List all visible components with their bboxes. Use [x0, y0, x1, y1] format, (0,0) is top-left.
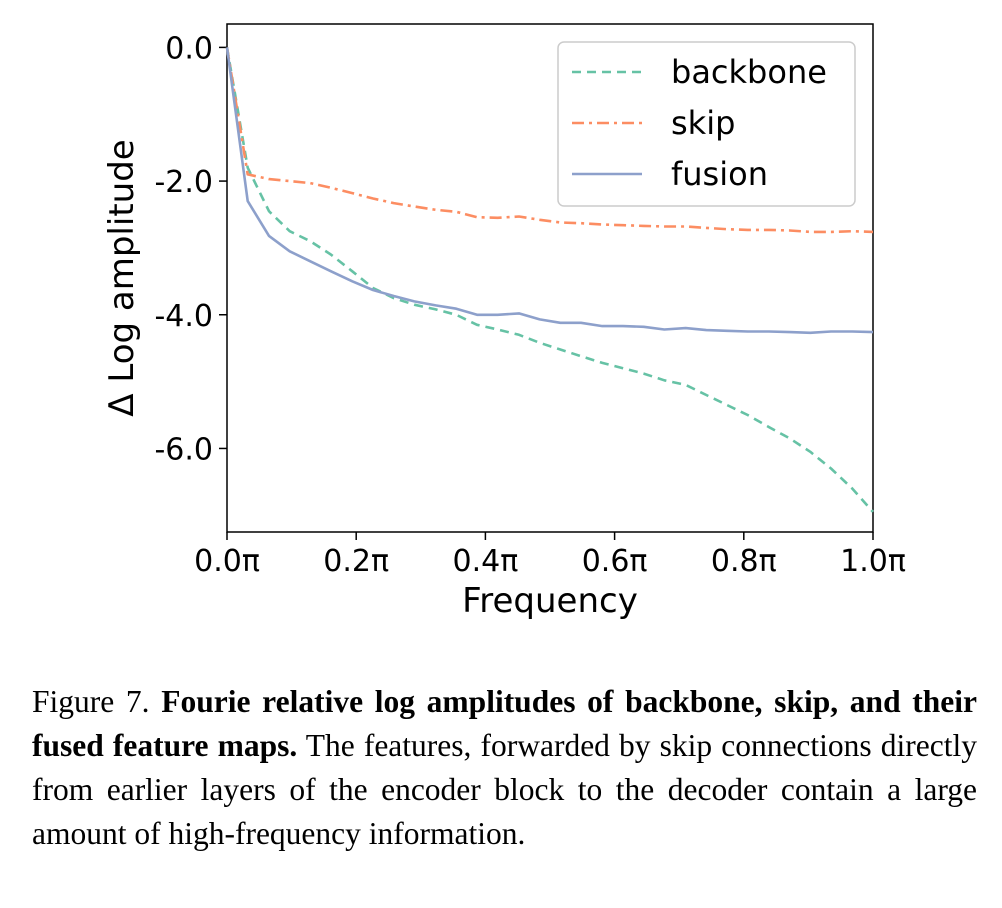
legend: backbone skip fusion	[557, 41, 856, 207]
y-tick-label: -2.0	[154, 165, 213, 200]
caption-title: Fourie relative log amplitudes of backbo…	[32, 684, 977, 763]
series-line-fusion	[225, 47, 874, 335]
legend-box	[557, 41, 856, 207]
y-axis-label: Δ Log amplitude	[102, 139, 142, 416]
x-axis-label: Frequency	[462, 581, 638, 621]
caption-text: The features, forwarded by skip connecti…	[32, 728, 977, 851]
series-line-backbone	[225, 47, 874, 513]
y-tick-label: 0.0	[165, 31, 213, 66]
y-axis-ticks: 0.0 -2.0 -4.0 -6.0	[154, 31, 227, 467]
series-lines	[225, 47, 874, 513]
plot-frame	[226, 23, 874, 533]
y-tick-label: -6.0	[154, 432, 213, 467]
x-tick-label: 0.8π	[711, 544, 777, 579]
figure-caption: Figure 7. Fourie relative log amplitudes…	[32, 680, 977, 856]
series-line-skip	[225, 47, 874, 234]
caption-label: Figure 7.	[32, 684, 150, 719]
x-tick-label: 0.2π	[323, 544, 389, 579]
y-tick-label: -4.0	[154, 299, 213, 334]
x-tick-label: 1.0π	[840, 544, 906, 579]
legend-label-backbone: backbone	[671, 53, 827, 91]
line-chart: 0.0π 0.2π 0.4π 0.6π 0.8π 1.0π 0.0 -2.0 -4.0 -6.0…	[102, 23, 906, 621]
legend-label-fusion: fusion	[671, 155, 768, 193]
x-tick-label: 0.6π	[582, 544, 648, 579]
legend-label-skip: skip	[671, 104, 735, 142]
x-tick-label: 0.4π	[453, 544, 519, 579]
x-axis-ticks: 0.0π 0.2π 0.4π 0.6π 0.8π 1.0π	[194, 532, 906, 579]
x-tick-label: 0.0π	[194, 544, 260, 579]
